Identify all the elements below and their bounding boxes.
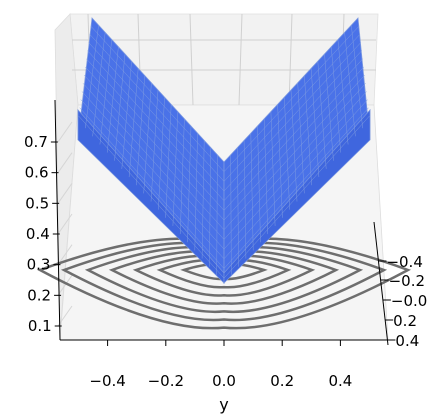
x-tick-label: −0.2: [148, 372, 184, 390]
x-tick-label: 0.0: [212, 372, 236, 390]
mesh-line: [81, 91, 225, 250]
mesh-line: [216, 154, 218, 275]
grid-line-left-pane: [57, 121, 73, 143]
mesh-line: [344, 32, 356, 137]
grid-line-vertical: [238, 13, 243, 106]
mesh-line: [194, 133, 198, 251]
mesh-line: [223, 107, 369, 269]
z-tick-label: 0.1: [28, 317, 52, 335]
mesh-line: [310, 68, 320, 178]
depth-tick-label: 0.4: [395, 332, 419, 350]
z-tick-label: 0.5: [25, 194, 49, 212]
mesh-line: [297, 82, 305, 194]
mesh-line: [165, 104, 172, 218]
mesh-line: [223, 34, 361, 182]
mesh-line: [223, 74, 365, 230]
mesh-line: [223, 42, 362, 192]
mesh-line: [330, 46, 342, 153]
grid-line-vertical: [288, 13, 293, 106]
z-axis-ticks: 0.1 0.2 0.3 0.4 0.5 0.6 0.7: [24, 133, 62, 335]
mesh-line: [121, 61, 132, 169]
x-tick-label: 0.4: [328, 372, 352, 390]
mesh-line: [99, 39, 113, 145]
mesh-line: [128, 68, 139, 178]
mesh-line: [230, 154, 232, 275]
grid-line-left-pane: [57, 275, 73, 296]
mesh-line: [223, 83, 366, 240]
mesh-line: [237, 147, 239, 267]
mesh-line: [223, 99, 368, 259]
mesh-line: [324, 53, 334, 161]
z-tick-label: 0.4: [26, 225, 50, 243]
x-tick-label: 0.2: [270, 372, 294, 390]
mesh-line: [250, 133, 254, 251]
mesh-line: [284, 97, 290, 210]
mesh-line: [270, 111, 276, 226]
grid-line-left-pane: [57, 152, 73, 173]
mesh-line: [223, 58, 363, 211]
surface-mesh: [77, 17, 371, 285]
mesh-line: [85, 66, 225, 221]
mesh-line: [351, 25, 363, 129]
mesh-line: [80, 99, 225, 259]
depth-tick-label: −0.2: [389, 272, 425, 290]
mesh-line: [263, 118, 269, 235]
mesh-line: [223, 91, 367, 250]
mesh-line: [223, 66, 364, 221]
mesh-line: [317, 61, 327, 169]
mesh-line: [89, 34, 225, 182]
mesh-line: [277, 104, 283, 218]
z-tick-label: 0.7: [24, 133, 48, 151]
mesh-line: [243, 140, 247, 259]
depth-axis-line: [373, 221, 389, 346]
z-tick-label: 0.6: [25, 164, 49, 182]
mesh-line: [257, 125, 261, 243]
grid-line-left-pane: [57, 305, 73, 327]
depth-tick-label: −0.0: [391, 292, 427, 310]
x-axis-label: y: [219, 395, 228, 414]
z-tick-label: 0.3: [27, 256, 51, 274]
mesh-line: [201, 140, 205, 259]
x-tick-label: −0.4: [89, 372, 125, 390]
x-axis-ticks: −0.4 −0.2 0.0 0.2 0.4: [89, 340, 352, 390]
mesh-line: [136, 75, 146, 186]
mesh-line: [304, 75, 312, 186]
mesh-line: [88, 42, 225, 192]
mesh-line: [85, 25, 99, 129]
mesh-line: [79, 107, 225, 269]
mesh-line: [78, 115, 225, 279]
mesh-line: [92, 32, 106, 137]
mesh-line: [82, 83, 225, 240]
mesh-line: [337, 39, 349, 145]
mesh-line: [223, 25, 360, 172]
depth-tick-label: 0.2: [393, 312, 417, 330]
mesh-line: [172, 111, 179, 226]
grid-line-left-pane: [57, 244, 73, 265]
mesh-line: [83, 74, 225, 230]
mesh-line: [179, 118, 185, 235]
depth-tick-label: −0.4: [386, 253, 422, 271]
mesh-line: [90, 25, 225, 172]
grid-line-left-pane: [57, 213, 73, 235]
mesh-line: [223, 50, 363, 201]
grid-line-vertical: [189, 13, 194, 106]
mesh-line: [223, 115, 370, 279]
grid-line-left-pane: [57, 183, 73, 204]
mesh-line: [87, 50, 225, 201]
mesh-line: [86, 58, 225, 211]
z-tick-label: 0.2: [27, 286, 51, 304]
depth-axis-ticks: −0.4−0.2 −0.0 0.2 0.4: [378, 253, 427, 350]
mesh-line: [106, 46, 119, 153]
mesh-line: [209, 147, 212, 267]
mesh-line: [150, 89, 159, 202]
mesh-line: [290, 89, 298, 202]
z-axis-line: [54, 99, 61, 341]
mesh-line: [187, 125, 192, 243]
mesh-line: [143, 82, 152, 194]
mesh-line: [114, 53, 126, 161]
mesh-line: [158, 97, 165, 210]
